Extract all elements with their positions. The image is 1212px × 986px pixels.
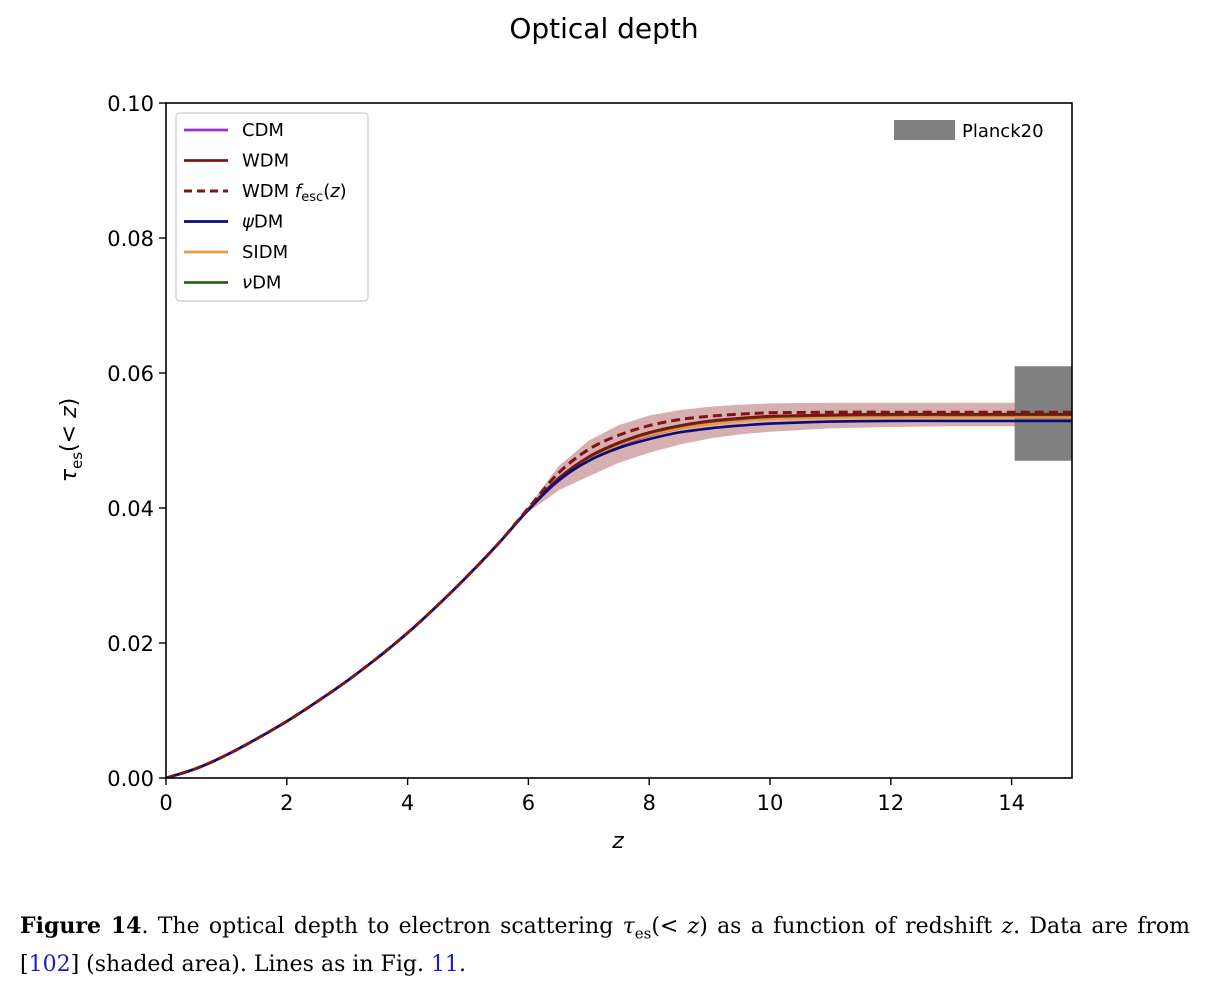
series-line-wdm-f-esc-z <box>166 410 1072 778</box>
series-line-cdm <box>166 413 1072 778</box>
caption-text-2: (< <box>651 914 688 939</box>
x-tick-label: 8 <box>643 791 656 815</box>
caption-text-4: . Data are from [ <box>20 914 1191 978</box>
y-tick-label: 0.04 <box>107 497 154 521</box>
legend-label-dm: νDM <box>242 273 281 294</box>
planck-legend: Planck20 <box>894 120 1044 142</box>
caption-tau: τ <box>622 914 635 939</box>
planck20-swatch <box>894 120 955 140</box>
caption-tau-sub: es <box>634 924 652 943</box>
axes: 0 2 4 6 8 10 12 14 0.00 0.02 0.04 0.06 0.08 0.10 <box>107 92 1073 815</box>
x-tick-label: 10 <box>757 791 784 815</box>
y-tick-label: 0.08 <box>107 227 154 251</box>
x-tick-label: 12 <box>877 791 904 815</box>
x-tick-label: 4 <box>401 791 414 815</box>
series-line-wdm <box>166 412 1072 778</box>
caption-ref-fig-11[interactable]: 11 <box>430 952 459 978</box>
y-axis-label: τes(< z) <box>57 398 86 482</box>
x-tick-label: 2 <box>280 791 293 815</box>
legend: CDM WDM WDM fesc(z) ψDM SIDM νDM <box>175 112 369 302</box>
chart-title: Optical depth <box>509 12 698 45</box>
series-line-dm <box>166 413 1072 778</box>
caption-text-1: . The optical depth to electron scatteri… <box>141 914 623 939</box>
x-axis-label: z <box>611 829 624 854</box>
x-tick-label: 14 <box>998 791 1025 815</box>
x-tick-label: 0 <box>159 791 172 815</box>
y-tick-label: 0.02 <box>107 632 154 656</box>
series-line-sidm <box>166 415 1072 778</box>
caption-text-3: ) as a function of redshift <box>699 914 1002 939</box>
legend-label-wdm-f-esc-z: WDM fesc(z) <box>242 181 347 205</box>
axes-frame <box>165 102 1073 779</box>
legend-label-sidm: SIDM <box>242 242 288 263</box>
y-tick-label: 0.10 <box>107 92 154 116</box>
caption-z-1: z <box>687 914 700 939</box>
optical-depth-chart: Optical depth 0 2 4 6 8 10 12 14 0.00 0.02 0.04 0.0… <box>57 12 1073 854</box>
caption-ref-102[interactable]: 102 <box>28 952 71 978</box>
caption-text-5: ] (shaded area). Lines as in Fig. <box>70 952 431 978</box>
caption-z-2: z <box>1001 914 1014 939</box>
legend-label-wdm: WDM <box>242 151 289 172</box>
y-tick-label: 0.00 <box>107 767 154 791</box>
legend-label-dm: ψDM <box>242 212 283 233</box>
caption-label: Figure 14 <box>20 913 142 939</box>
series-line-dm <box>166 419 1072 778</box>
planck20-label: Planck20 <box>962 121 1044 142</box>
caption-text-6: . <box>458 952 466 978</box>
y-tick-label: 0.06 <box>107 362 154 386</box>
shaded-band <box>166 402 1072 778</box>
legend-label-cdm: CDM <box>242 120 284 141</box>
x-tick-label: 6 <box>522 791 535 815</box>
plot-area <box>166 366 1072 778</box>
figure-caption: Figure 14. The optical depth to electron… <box>20 910 1190 981</box>
